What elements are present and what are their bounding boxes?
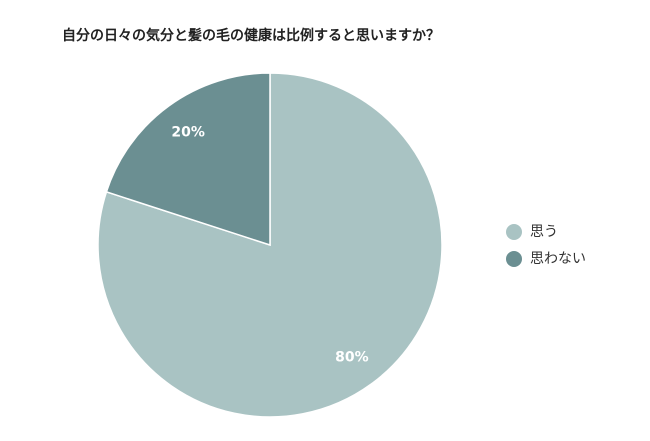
legend-label: 思う (530, 224, 558, 240)
data-label: 20% (171, 124, 205, 140)
pie-slice (105, 72, 271, 247)
data-label: 80% (335, 350, 369, 366)
legend-marker (506, 224, 522, 240)
legend-marker (506, 251, 522, 267)
legend-label: 思わない (530, 251, 586, 267)
chart-title: 自分の日々の気分と髪の毛の健康は比例すると思いますか？ (62, 27, 440, 44)
